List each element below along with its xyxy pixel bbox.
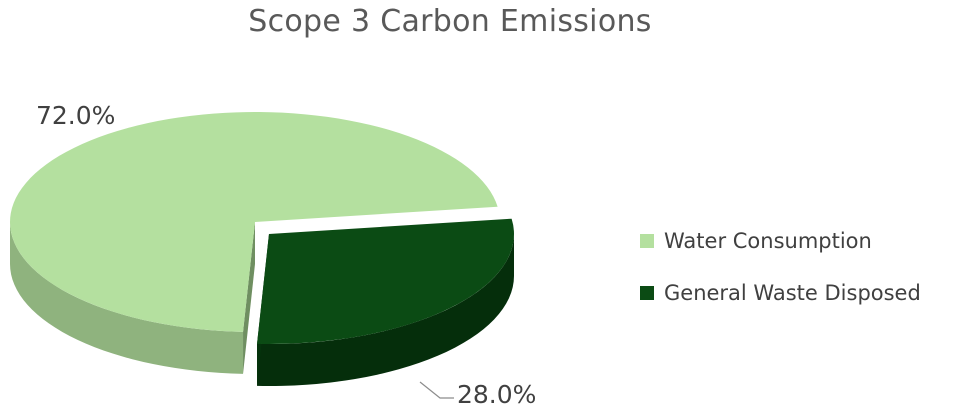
legend: Water Consumption General Waste Disposed (640, 228, 921, 332)
pie-side-water-consumption (10, 222, 244, 374)
pie-slice-water-consumption (9, 112, 498, 332)
legend-item-water-consumption: Water Consumption (640, 228, 921, 254)
pie-side-general-waste-disposed (257, 234, 514, 386)
chart-title: Scope 3 Carbon Emissions (248, 4, 652, 39)
pie-slice-general-waste-disposed (257, 218, 514, 345)
legend-item-general-waste-disposed: General Waste Disposed (640, 280, 921, 306)
data-label-water-consumption: 72.0% (36, 101, 115, 130)
legend-swatch-water-consumption (640, 234, 654, 248)
legend-label-water-consumption: Water Consumption (664, 229, 872, 253)
pie-wall-water-consumption (243, 222, 255, 374)
data-label-general-waste-disposed: 28.0% (457, 380, 536, 408)
legend-swatch-general-waste-disposed (640, 286, 654, 300)
legend-label-general-waste-disposed: General Waste Disposed (664, 281, 921, 305)
leader-line-general-waste-disposed (419, 381, 454, 399)
